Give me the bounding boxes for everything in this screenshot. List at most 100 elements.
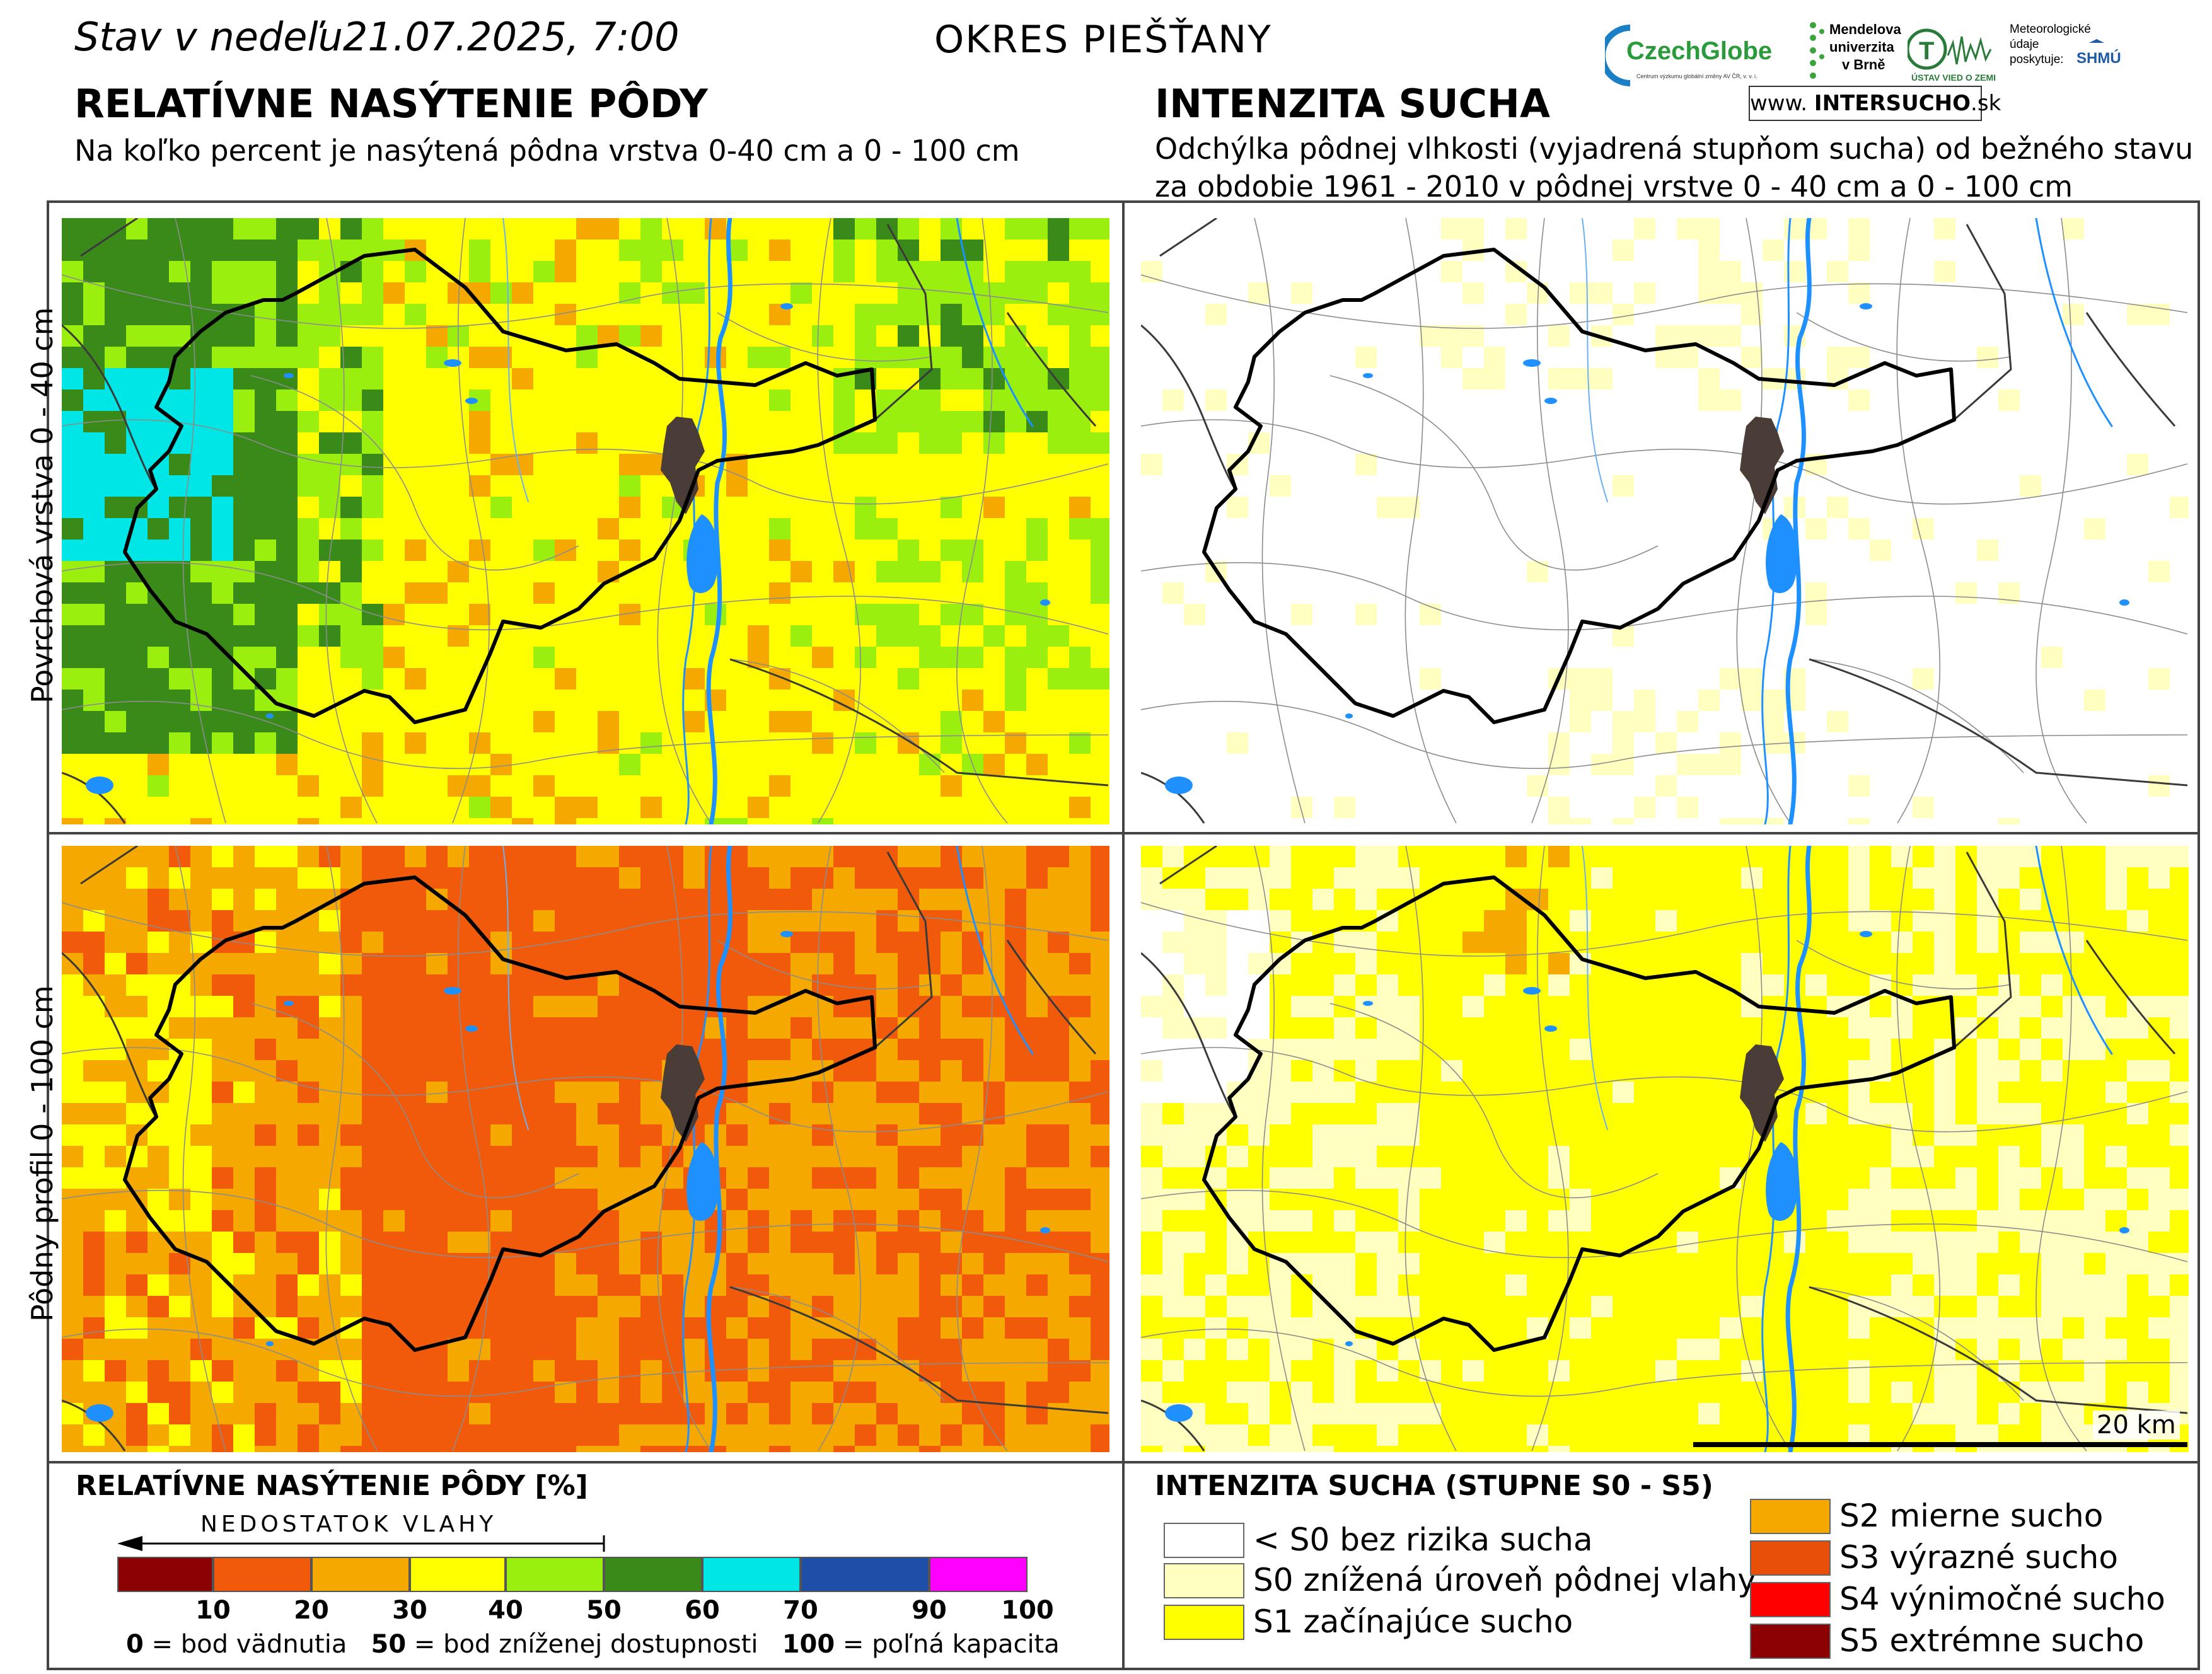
- raster-cell: [640, 1446, 663, 1452]
- raster-cell: [2170, 625, 2189, 647]
- intersucho-link[interactable]: www. INTERSUCHO.sk: [1749, 86, 2001, 121]
- raster-cell: [233, 1017, 255, 1039]
- raster-cell: [555, 1167, 577, 1189]
- raster-cell: [105, 846, 127, 868]
- raster-cell: [148, 910, 170, 932]
- raster-cell: [1026, 1360, 1048, 1382]
- raster-cell: [2127, 647, 2149, 669]
- raster-cell: [748, 325, 770, 347]
- raster-cell: [233, 454, 255, 476]
- raster-cell: [233, 1039, 255, 1061]
- raster-cell: [1505, 454, 1527, 476]
- raster-cell: [1955, 647, 1977, 669]
- raster-cell: [683, 1232, 705, 1254]
- raster-cell: [1462, 561, 1485, 583]
- raster-cell: [855, 497, 877, 519]
- raster-cell: [1398, 432, 1420, 454]
- raster-cell: [340, 668, 362, 690]
- raster-cell: [383, 261, 405, 283]
- raster-cell: [1227, 347, 1249, 369]
- raster-cell: [790, 1382, 813, 1404]
- raster-cell: [1677, 668, 1699, 690]
- raster-cell: [512, 454, 534, 476]
- raster-cell: [1091, 561, 1109, 583]
- raster-cell: [469, 1167, 491, 1189]
- raster-cell: [1591, 867, 1613, 889]
- raster-cell: [255, 1360, 277, 1382]
- raster-cell: [105, 1339, 127, 1361]
- raster-cell: [833, 797, 855, 819]
- raster-cell: [405, 1317, 427, 1339]
- raster-cell: [383, 1167, 405, 1189]
- raster-cell: [1355, 604, 1377, 626]
- raster-cell: [1720, 846, 1742, 868]
- raster-cell: [126, 368, 148, 390]
- raster-cell: [1441, 304, 1463, 326]
- raster-cell: [1355, 996, 1377, 1018]
- raster-cell: [898, 1039, 920, 1061]
- raster-cell: [1698, 411, 1720, 433]
- raster-cell: [533, 1103, 555, 1125]
- raster-cell: [1484, 932, 1506, 954]
- raster-cell: [1005, 1424, 1027, 1446]
- raster-cell: [1069, 775, 1091, 797]
- raster-cell: [790, 818, 813, 824]
- raster-cell: [1162, 625, 1184, 647]
- raster-cell: [255, 974, 277, 996]
- raster-cell: [469, 974, 491, 996]
- raster-cell: [1591, 497, 1613, 519]
- raster-cell: [1720, 1017, 1742, 1039]
- raster-cell: [448, 867, 470, 889]
- raster-cell: [1998, 432, 2020, 454]
- raster-cell: [1005, 1039, 1027, 1061]
- raster-cell: [1527, 867, 1549, 889]
- raster-cell: [148, 818, 170, 824]
- raster-cell: [876, 368, 898, 390]
- raster-cell: [1548, 797, 1570, 819]
- raster-cell: [1420, 1060, 1442, 1082]
- raster-cell: [726, 604, 748, 626]
- raster-cell: [1091, 390, 1109, 412]
- pond: [2119, 599, 2129, 606]
- raster-cell: [769, 754, 791, 776]
- raster-cell: [405, 582, 427, 604]
- raster-cell: [1069, 1360, 1091, 1382]
- raster-cell: [105, 953, 127, 975]
- raster-cell: [1570, 775, 1592, 797]
- raster-cell: [2041, 1039, 2063, 1061]
- raster-cell: [276, 625, 298, 647]
- raster-cell: [576, 1403, 598, 1425]
- raster-cell: [919, 1082, 941, 1104]
- raster-cell: [405, 411, 427, 433]
- raster-cell: [683, 690, 705, 712]
- raster-cell: [1141, 582, 1163, 604]
- raster-cell: [855, 846, 877, 868]
- raster-cell: [512, 1017, 534, 1039]
- raster-cell: [919, 1296, 941, 1318]
- raster-cell: [855, 1060, 877, 1082]
- raster-cell: [1312, 625, 1335, 647]
- raster-cell: [2105, 518, 2128, 540]
- raster-cell: [490, 1360, 512, 1382]
- raster-cell: [683, 261, 705, 283]
- raster-cell: [790, 690, 813, 712]
- raster-cell: [512, 1317, 534, 1339]
- raster-cell: [126, 711, 148, 733]
- raster-cell: [1048, 1360, 1070, 1382]
- raster-cell: [1698, 953, 1720, 975]
- raster-cell: [1677, 1082, 1699, 1104]
- raster-cell: [1377, 432, 1399, 454]
- raster-cell: [319, 432, 341, 454]
- raster-cell: [1069, 1189, 1091, 1211]
- raster-cell: [83, 1317, 105, 1339]
- raster-cell: [1291, 867, 1313, 889]
- raster-cell: [769, 690, 791, 712]
- raster-cell: [1291, 261, 1313, 283]
- raster-cell: [426, 1167, 448, 1189]
- raster-cell: [469, 754, 491, 776]
- horizontal-divider-1: [47, 832, 2200, 834]
- raster-cell: [1069, 846, 1091, 868]
- raster-cell: [1655, 1039, 1677, 1061]
- raster-cell: [1848, 775, 1870, 797]
- raster-cell: [855, 454, 877, 476]
